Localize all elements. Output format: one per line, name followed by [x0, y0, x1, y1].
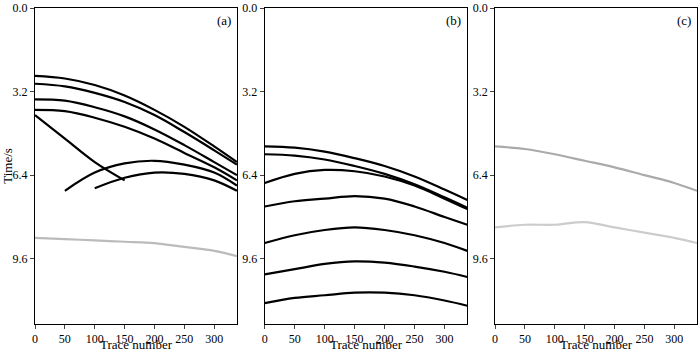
svg-text:250: 250	[406, 332, 424, 346]
svg-text:300: 300	[205, 332, 223, 346]
svg-text:Time/s: Time/s	[0, 148, 15, 184]
svg-text:100: 100	[86, 332, 104, 346]
svg-text:6.4: 6.4	[13, 168, 28, 182]
svg-text:300: 300	[665, 332, 683, 346]
svg-text:(a): (a)	[217, 13, 231, 28]
svg-text:200: 200	[376, 332, 394, 346]
svg-text:Trace number: Trace number	[100, 337, 173, 352]
svg-text:0.0: 0.0	[473, 1, 488, 15]
svg-text:0: 0	[262, 332, 268, 346]
svg-text:50: 50	[519, 332, 531, 346]
svg-text:3.2: 3.2	[473, 85, 488, 99]
svg-text:0.0: 0.0	[242, 1, 257, 15]
svg-text:3.2: 3.2	[13, 85, 28, 99]
svg-text:50: 50	[59, 332, 71, 346]
svg-text:6.4: 6.4	[473, 168, 488, 182]
svg-text:Trace number: Trace number	[560, 337, 633, 352]
svg-text:100: 100	[316, 332, 334, 346]
svg-text:50: 50	[289, 332, 301, 346]
svg-text:3.2: 3.2	[242, 85, 257, 99]
svg-text:250: 250	[175, 332, 193, 346]
svg-text:Trace number: Trace number	[330, 337, 403, 352]
svg-text:300: 300	[436, 332, 454, 346]
svg-text:150: 150	[116, 332, 134, 346]
svg-text:200: 200	[145, 332, 163, 346]
svg-text:9.6: 9.6	[473, 252, 488, 266]
svg-text:9.6: 9.6	[13, 252, 28, 266]
svg-text:150: 150	[346, 332, 364, 346]
svg-text:150: 150	[576, 332, 594, 346]
svg-text:0.0: 0.0	[13, 1, 28, 15]
svg-text:(b): (b)	[446, 13, 461, 28]
svg-text:200: 200	[606, 332, 624, 346]
svg-text:(c): (c)	[677, 13, 691, 28]
svg-text:250: 250	[635, 332, 653, 346]
svg-text:100: 100	[546, 332, 564, 346]
svg-text:0: 0	[32, 332, 38, 346]
svg-text:6.4: 6.4	[242, 168, 257, 182]
svg-text:0: 0	[492, 332, 498, 346]
svg-text:9.6: 9.6	[242, 252, 257, 266]
